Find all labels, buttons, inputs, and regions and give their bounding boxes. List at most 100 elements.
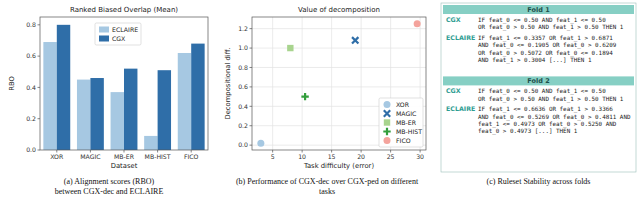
y-tick — [38, 24, 41, 25]
y-axis-label: Decompositional diff. — [224, 47, 232, 119]
legend: ECLAIRE CGX — [95, 23, 141, 45]
legend-label: MB-ER — [396, 119, 417, 126]
y-tick-label: 0.2 — [238, 122, 248, 129]
grid-line — [252, 28, 426, 29]
x-tick-label: 15 — [328, 153, 336, 160]
legend-label: CGX — [112, 35, 126, 42]
x-tick-label: MAGIC — [80, 153, 100, 160]
caption: (b) Performance of CGX-dec over CGX-ped … — [236, 177, 419, 186]
grid-line — [252, 86, 426, 87]
y-tick-label: 0.6 — [26, 52, 36, 59]
legend-marker — [384, 137, 391, 144]
legend-marker — [384, 110, 390, 116]
x-tick-label: XOR — [50, 153, 64, 160]
y-tick-label: 0.6 — [238, 83, 248, 90]
y-tick-label: 0.2 — [26, 115, 36, 122]
rule-line: OR feat_0 > 0.50 AND feat_1 > 0.50 THEN … — [478, 24, 624, 31]
point — [301, 93, 308, 100]
fold-header — [443, 76, 634, 85]
y-tick-label: 0.0 — [238, 141, 248, 148]
fold-header — [443, 5, 634, 14]
y-tick — [38, 118, 41, 119]
y-tick-label: 0.8 — [238, 64, 248, 71]
bar — [178, 53, 191, 150]
model-label: ECLAIRE — [446, 105, 475, 112]
fold-title: Fold 2 — [527, 77, 549, 85]
bar — [90, 78, 103, 150]
rule-line: IF feat_1 <= 0.6636 OR feat_1 > 0.3366 — [478, 106, 613, 113]
bar — [111, 92, 124, 150]
x-axis-label: Dataset — [111, 162, 138, 170]
caption: tasks — [319, 187, 335, 196]
x-axis-label: Task difficulty (error) — [303, 162, 374, 170]
y-tick — [250, 86, 253, 87]
rule-line: IF feat_0 <= 0.50 AND feat_1 <= 0.50 — [478, 88, 606, 95]
x-tick-label: MB-ER — [114, 153, 135, 160]
rule-line: AND feat_0 <= 0.5269 OR feat_0 > 0.4811 … — [478, 114, 631, 121]
y-tick — [250, 106, 253, 107]
caption: (c) Ruleset Stability across folds — [487, 177, 591, 186]
model-label: ECLAIRE — [446, 34, 475, 41]
point — [352, 37, 358, 43]
legend-label: XOR — [396, 101, 410, 108]
y-tick — [38, 150, 41, 151]
y-tick — [250, 48, 253, 49]
legend-marker — [383, 128, 390, 135]
bar — [124, 69, 137, 150]
model-label: CGX — [446, 87, 461, 94]
point — [287, 45, 293, 51]
grid-line — [252, 48, 426, 49]
y-tick-label: 1.2 — [238, 25, 248, 32]
caption: (a) Alignment scores (RBO) — [64, 177, 155, 186]
chart-title: Ranked Biased Overlap (Mean) — [70, 6, 178, 14]
y-tick-label: 0.4 — [26, 84, 36, 91]
bar — [43, 42, 56, 150]
y-tick — [250, 67, 253, 68]
ruleset-panel: Fold 1CGXIF feat_0 <= 0.50 AND feat_1 <=… — [441, 3, 636, 186]
x-tick-label: 25 — [387, 153, 395, 160]
x-tick-label: 20 — [357, 153, 365, 160]
rule-line: AND feat_1 > 0.3004 [...] THEN 1 — [478, 57, 592, 64]
y-tick — [250, 145, 253, 146]
grid-line — [252, 67, 426, 68]
figure: XOR MAGIC MB-ER MB-HIST FICO 0.0 0.2 0.4 0.6 0.8 R… — [0, 0, 640, 201]
bar — [158, 70, 171, 150]
legend: XOR MAGIC MB-ER MB-HIST FICO — [379, 98, 423, 147]
legend-label: MAGIC — [396, 110, 416, 117]
chart-panel: 510152025300.00.20.40.60.81.01.2Value of… — [224, 6, 426, 196]
point — [257, 140, 264, 147]
y-tick — [250, 125, 253, 126]
x-tick-label: MB-HIST — [145, 153, 171, 160]
legend-label: MB-HIST — [396, 128, 422, 135]
x-tick-label: 5 — [271, 153, 275, 160]
plot-frame — [40, 17, 208, 150]
y-tick-label: 0.4 — [238, 103, 248, 110]
x-tick-label: FICO — [184, 153, 199, 160]
bar — [77, 80, 90, 150]
x-tick-label: 10 — [298, 153, 306, 160]
x-tick-label: 30 — [416, 153, 424, 160]
chart-panel: XOR MAGIC MB-ER MB-HIST FICO 0.0 0.2 0.4 0.6 0.8 R… — [8, 6, 208, 196]
bar — [57, 25, 70, 150]
grid-line — [361, 17, 362, 150]
y-tick — [250, 28, 253, 29]
y-tick-label: 0.0 — [26, 146, 36, 153]
plot-frame — [252, 17, 426, 150]
grid-line — [302, 17, 303, 150]
legend-label: FICO — [396, 137, 411, 144]
legend-marker — [384, 119, 390, 125]
model-label: CGX — [446, 16, 461, 23]
legend-swatch — [99, 36, 109, 42]
rule-line: IF feat_0 <= 0.50 AND feat_1 <= 0.50 — [478, 17, 606, 24]
ruleset-frame — [441, 3, 636, 172]
rule-line: feat_1 <= 0.4973 OR feat_0 > 0.5250 AND — [478, 121, 617, 128]
legend-marker — [384, 101, 391, 108]
chart-title: Value of decomposition — [298, 6, 380, 14]
legend-label: ECLAIRE — [112, 26, 138, 33]
legend-box — [95, 23, 141, 45]
rule-line: IF feat_1 <= 0.3357 OR feat_1 > 0.6871 — [478, 35, 613, 42]
rule-line: AND feat_0 <= 0.1905 OR feat_0 > 0.6209 — [478, 42, 617, 49]
grid-line — [272, 17, 273, 150]
y-tick-label: 0.8 — [26, 21, 36, 28]
y-axis-label: RBO — [8, 76, 16, 91]
